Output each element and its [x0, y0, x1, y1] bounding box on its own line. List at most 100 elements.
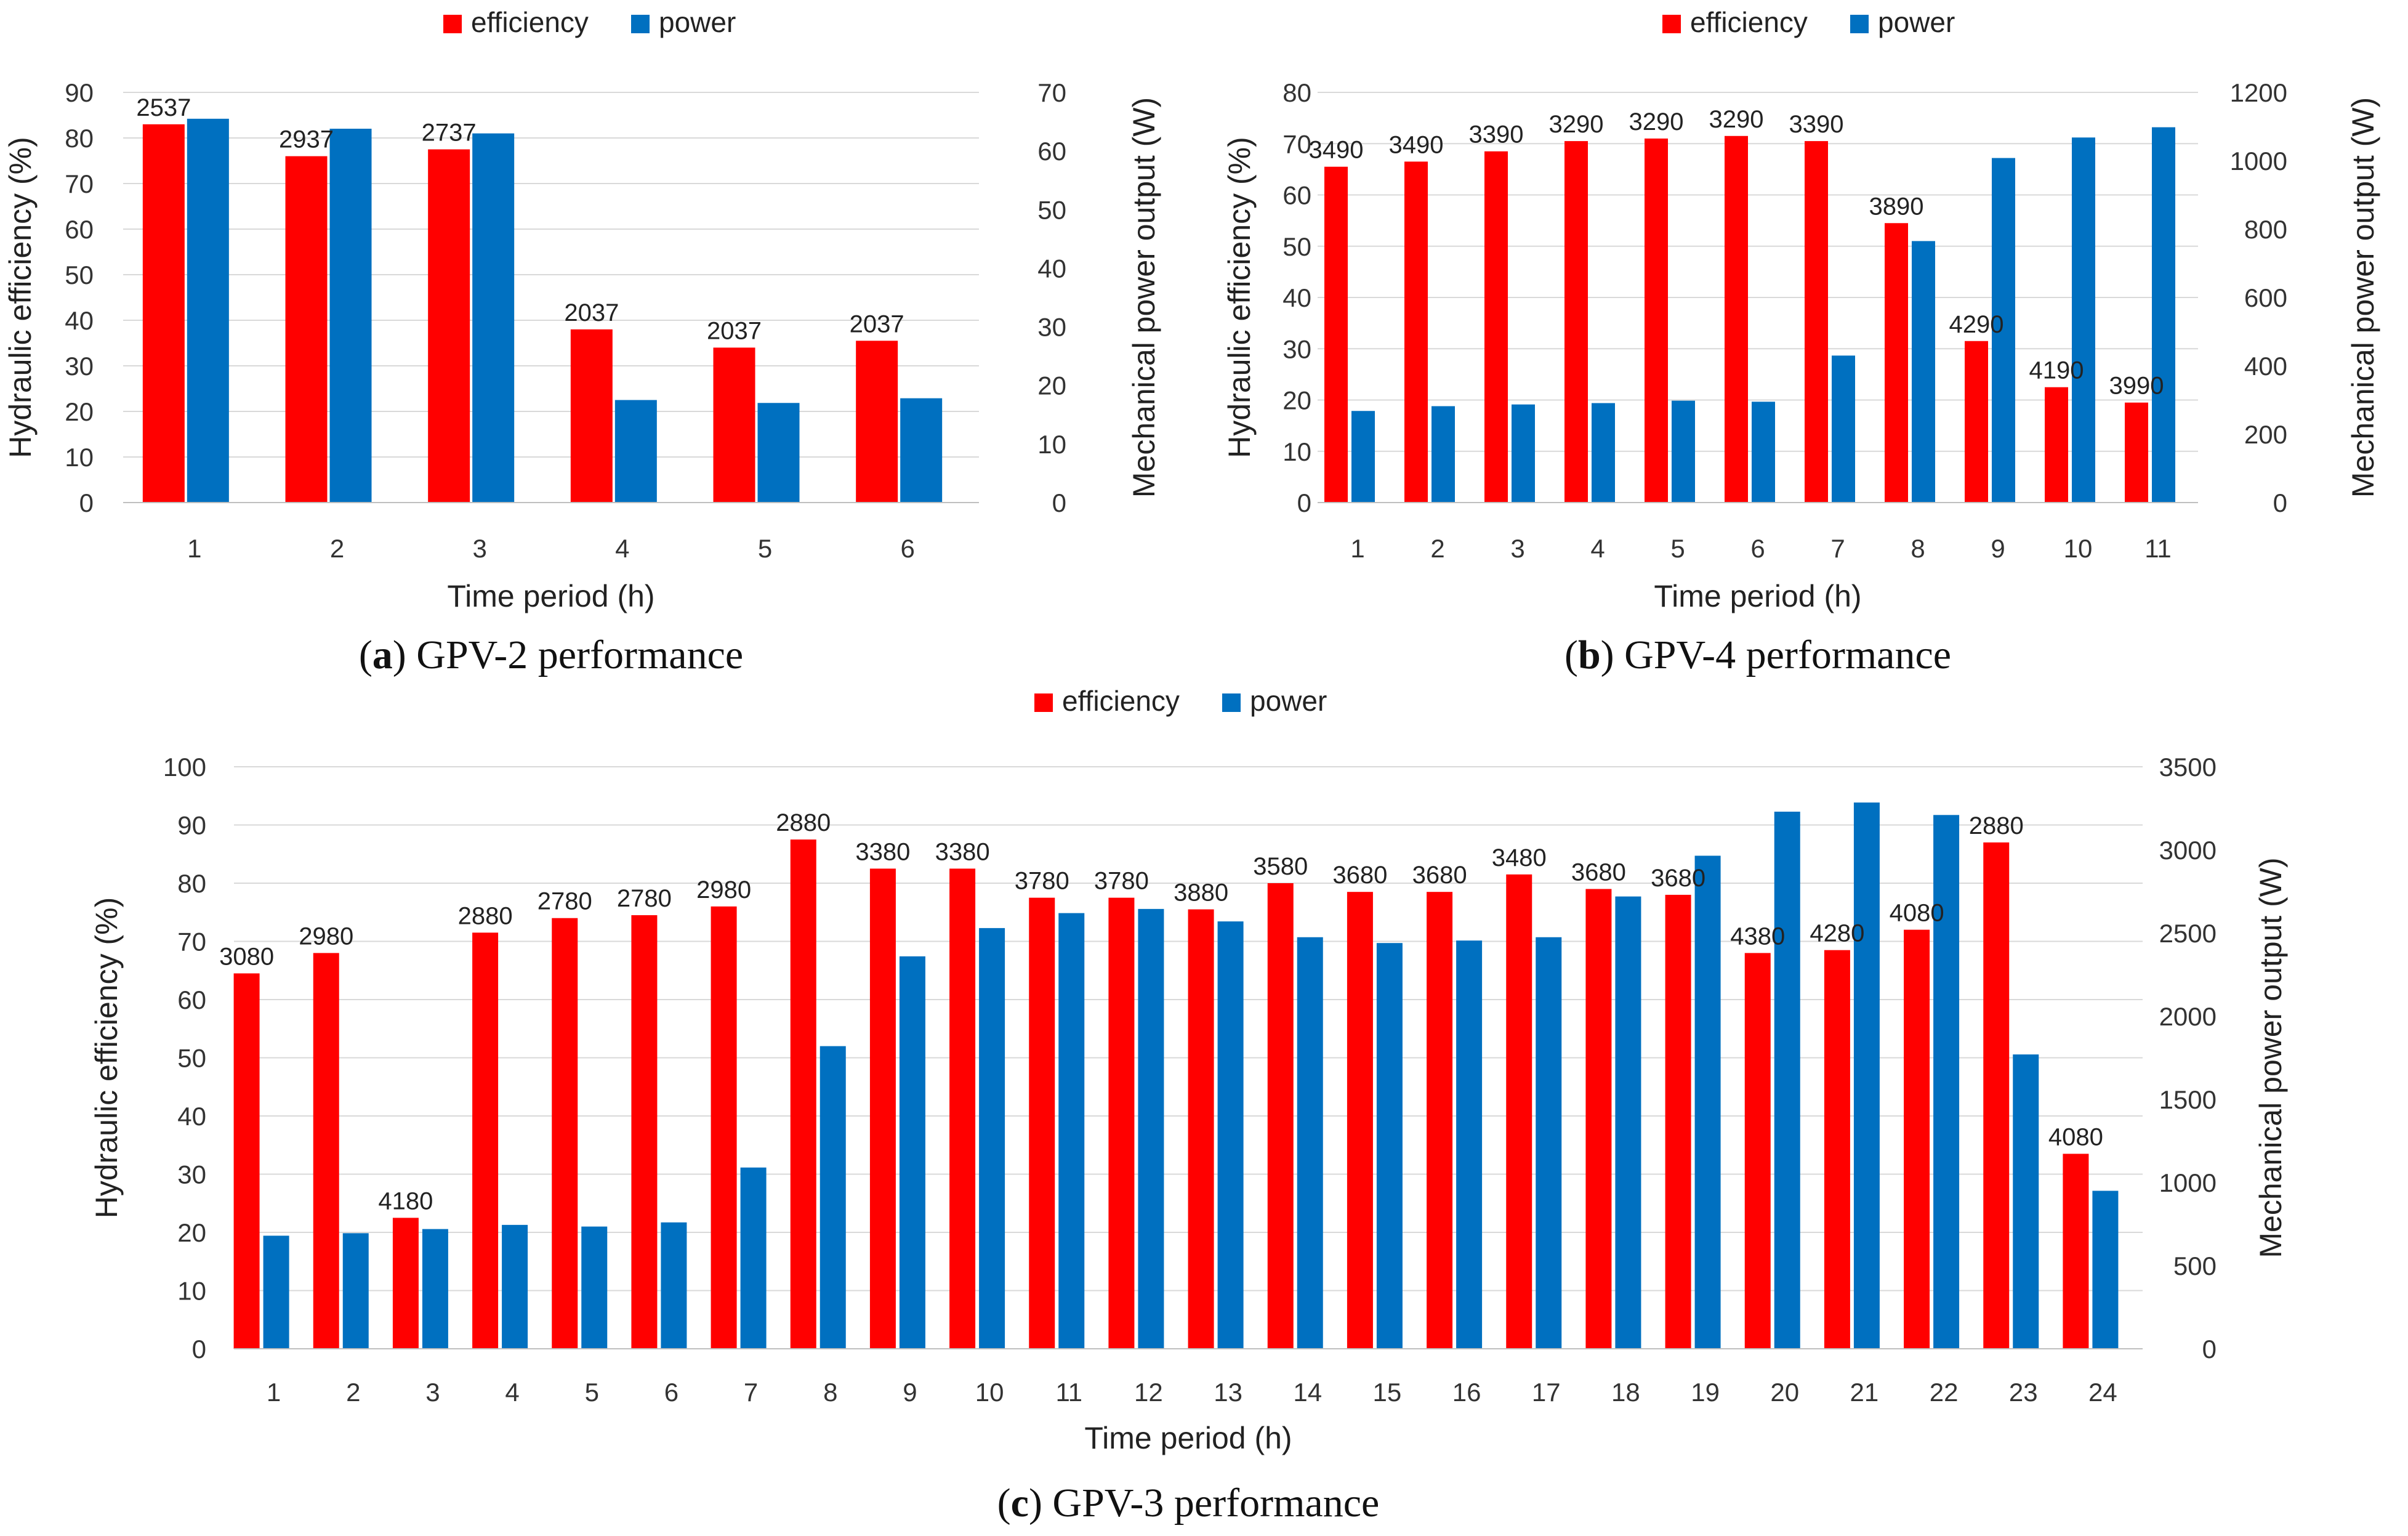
panel-c-chart: 0102030405060708090100050010001500200025…: [89, 685, 2288, 1526]
data-label: 3290: [1629, 108, 1684, 135]
y-axis-title: Hydraulic efficiency (%): [89, 897, 124, 1218]
x-tick-label: 6: [664, 1378, 679, 1407]
legend: efficiency power: [443, 6, 736, 38]
data-label: 4280: [1810, 920, 1864, 947]
y-tick-label: 80: [177, 869, 206, 898]
power-bar: [1512, 404, 1535, 503]
data-label: 3290: [1709, 106, 1764, 133]
power-bar: [1138, 908, 1164, 1349]
data-label: 3780: [1094, 868, 1149, 895]
legend: efficiency power: [1662, 6, 1955, 38]
x-tick-label: 15: [1373, 1378, 1402, 1407]
x-tick-label: 22: [1930, 1378, 1959, 1407]
power-bar: [502, 1224, 528, 1349]
x-axis-title: Time period (h): [1084, 1421, 1292, 1455]
power-bar: [1432, 406, 1455, 503]
data-label: 2537: [136, 94, 191, 121]
x-axis-title: Time period (h): [447, 579, 654, 613]
y-tick-label: 10: [1283, 437, 1311, 466]
y-tick-label: 80: [1283, 78, 1311, 107]
efficiency-bar: [1404, 161, 1428, 503]
y-tick-label: 50: [65, 261, 94, 289]
efficiency-bar: [711, 906, 737, 1349]
y2-tick-label: 2000: [2159, 1002, 2217, 1031]
x-tick-label: 7: [744, 1378, 758, 1407]
power-bar: [263, 1235, 289, 1349]
power-bar: [2013, 1054, 2039, 1349]
x-tick-label: 11: [1055, 1378, 1082, 1407]
panel-b-chart: 0102030405060708002004006008001000120034…: [1222, 6, 2380, 677]
panel-caption: (a) GPV-2 performance: [359, 633, 743, 677]
data-label: 2880: [776, 809, 831, 836]
power-bar: [1774, 811, 1800, 1349]
x-tick-label: 1: [1350, 534, 1364, 563]
y2-tick-label: 30: [1037, 313, 1066, 342]
data-label: 3080: [219, 943, 274, 970]
y-tick-label: 40: [177, 1102, 206, 1131]
x-tick-label: 4: [1590, 534, 1605, 563]
legend-power-swatch: [631, 15, 650, 33]
y-tick-label: 30: [1283, 334, 1311, 363]
data-label: 2780: [617, 885, 672, 912]
y-tick-label: 90: [177, 811, 206, 840]
caption-letter: b: [1578, 633, 1601, 677]
power-bar: [740, 1167, 767, 1349]
x-tick-label: 16: [1452, 1378, 1481, 1407]
y-tick-label: 90: [65, 78, 94, 107]
power-bar: [329, 128, 372, 503]
data-label: 3380: [935, 838, 990, 865]
y-tick-label: 70: [177, 928, 206, 956]
data-label: 2780: [538, 888, 592, 915]
legend-power-swatch: [1850, 15, 1869, 33]
power-bar: [1933, 815, 1960, 1349]
y2-tick-label: 0: [1052, 488, 1066, 517]
efficiency-bar: [1427, 892, 1453, 1349]
x-tick-label: 19: [1691, 1378, 1720, 1407]
power-bar: [1536, 937, 1562, 1349]
data-label: 2037: [564, 299, 619, 326]
efficiency-bar: [142, 124, 185, 503]
y-tick-label: 40: [1283, 283, 1311, 312]
y2-tick-label: 200: [2244, 420, 2287, 449]
x-tick-label: 11: [2144, 534, 2172, 563]
efficiency-bar: [1983, 842, 2010, 1349]
efficiency-bar: [552, 918, 578, 1349]
data-label: 2037: [850, 310, 904, 338]
x-tick-label: 10: [975, 1378, 1004, 1407]
efficiency-bar: [233, 973, 260, 1349]
data-label: 4380: [1730, 923, 1785, 950]
x-tick-label: 6: [900, 534, 914, 563]
data-label: 3990: [2109, 373, 2164, 400]
y2-tick-label: 1000: [2159, 1168, 2217, 1197]
x-tick-label: 24: [2088, 1378, 2117, 1407]
x-tick-label: 23: [2009, 1378, 2038, 1407]
data-label: 4190: [2029, 357, 2084, 384]
y-tick-label: 80: [65, 124, 94, 153]
data-label: 3680: [1651, 865, 1705, 892]
efficiency-bar: [1824, 950, 1850, 1349]
legend-efficiency-swatch: [443, 15, 462, 33]
y-tick-label: 70: [65, 169, 94, 198]
data-label: 3290: [1549, 111, 1604, 138]
y2-tick-label: 0: [2273, 488, 2287, 517]
power-bar: [1912, 241, 1935, 503]
data-label: 2937: [279, 126, 334, 153]
efficiency-bar: [1585, 889, 1612, 1349]
x-tick-label: 2: [1430, 534, 1444, 563]
power-bar: [819, 1046, 846, 1349]
y2-tick-label: 70: [1037, 78, 1066, 107]
y2-tick-label: 1500: [2159, 1085, 2217, 1114]
power-bar: [899, 956, 925, 1349]
data-label: 3680: [1571, 859, 1626, 886]
efficiency-bar: [1029, 897, 1055, 1349]
y2-tick-label: 60: [1037, 137, 1066, 166]
data-label: 2880: [458, 902, 513, 929]
power-bar: [1217, 921, 1244, 1349]
efficiency-bar: [285, 156, 328, 503]
data-label: 3680: [1332, 862, 1387, 889]
y-tick-label: 20: [65, 397, 94, 426]
power-bar: [2072, 137, 2095, 503]
x-tick-label: 9: [903, 1378, 917, 1407]
y2-tick-label: 600: [2244, 283, 2287, 312]
efficiency-bar: [472, 932, 499, 1349]
